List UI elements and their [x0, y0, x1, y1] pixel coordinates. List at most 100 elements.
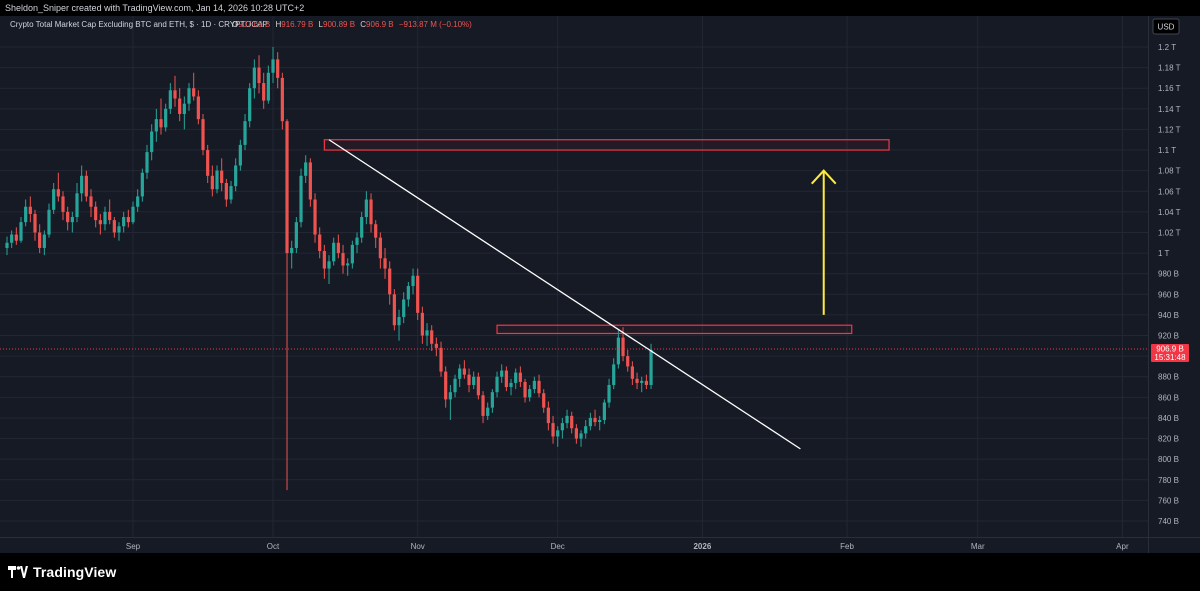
chart-legend: Crypto Total Market Cap Excluding BTC an… [10, 20, 472, 29]
candle [33, 209, 37, 241]
candle [187, 83, 191, 111]
x-tick-label: Mar [971, 542, 985, 551]
candle [528, 384, 532, 402]
legend-high-label: H [276, 20, 282, 29]
candle [280, 72, 284, 130]
resistance-zone[interactable] [323, 139, 890, 151]
chart-panel[interactable]: 1.2 T 1.18 T 1.16 T 1.14 T 1.12 T 1.1 T 1.08 T… [0, 16, 1200, 553]
legend-close: 906.9 B [366, 20, 394, 29]
candle [523, 378, 527, 403]
countdown-timer: 15:31:48 [1154, 353, 1186, 362]
candle [229, 180, 233, 204]
y-tick-label: 740 B [1158, 517, 1179, 526]
candle [224, 178, 228, 207]
price-chart[interactable]: 1.2 T 1.18 T 1.16 T 1.14 T 1.12 T 1.1 T 1.08 T… [0, 16, 1200, 553]
x-tick-label: Dec [551, 542, 565, 551]
candle [593, 409, 597, 427]
y-tick-label: 1.16 T [1158, 84, 1181, 93]
candle [313, 193, 317, 243]
y-tick-label: 1.08 T [1158, 167, 1181, 176]
candle [341, 244, 345, 274]
candle [598, 415, 602, 431]
candle [612, 358, 616, 390]
y-tick-label: 820 B [1158, 435, 1179, 444]
candle [196, 90, 200, 125]
price-axis[interactable]: 1.2 T 1.18 T 1.16 T 1.14 T 1.12 T 1.1 T 1.08 T… [1148, 16, 1181, 553]
candle [537, 374, 541, 398]
candle [476, 372, 480, 400]
y-tick-label: 1.18 T [1158, 64, 1181, 73]
candle [350, 240, 354, 269]
candle [243, 113, 247, 151]
candle [140, 168, 144, 202]
currency-label: USD [1158, 23, 1175, 32]
legend-high: 916.79 B [281, 20, 313, 29]
candle [159, 98, 163, 135]
candle [285, 119, 289, 491]
candle [248, 83, 252, 128]
legend-low: 900.89 B [323, 20, 355, 29]
y-tick-label: 1.06 T [1158, 187, 1181, 196]
legend-title: Crypto Total Market Cap Excluding BTC an… [10, 20, 268, 29]
currency-button[interactable]: USD [1152, 18, 1180, 35]
brand-name: TradingView [33, 564, 117, 580]
y-tick-label: 1.14 T [1158, 105, 1181, 114]
candle [42, 230, 46, 256]
tradingview-logo[interactable]: TradingView [8, 564, 116, 580]
grid [0, 16, 1148, 537]
candle [462, 360, 466, 379]
candle [509, 378, 513, 396]
candle [420, 306, 424, 344]
candle [168, 83, 172, 114]
attribution-bar: Sheldon_Sniper created with TradingView.… [0, 0, 1200, 16]
x-tick-label: 2026 [693, 542, 711, 551]
legend-low-label: L [319, 20, 324, 29]
x-tick-label: Oct [267, 542, 280, 551]
candle [24, 199, 28, 227]
candle [210, 165, 214, 197]
trendline[interactable] [328, 139, 801, 450]
candle [640, 376, 644, 393]
y-tick-label: 800 B [1158, 455, 1179, 464]
candle [355, 232, 359, 254]
y-tick-label: 1.04 T [1158, 208, 1181, 217]
candle [47, 203, 51, 238]
candle [294, 217, 298, 254]
legend-open-label: O [232, 20, 238, 29]
x-tick-label: Apr [1116, 542, 1129, 551]
candle [383, 247, 387, 279]
last-price-value: 906.9 B [1156, 345, 1184, 354]
candle [346, 258, 350, 276]
target-arrow[interactable] [810, 169, 837, 315]
candle [10, 230, 14, 248]
candle [89, 189, 93, 218]
y-tick-label: 840 B [1158, 414, 1179, 423]
candle [458, 364, 462, 388]
candle [112, 217, 116, 238]
last-price-label: 906.9 B 15:31:48 [1151, 344, 1189, 363]
legend-open: 907.69 B [238, 20, 270, 29]
candle [164, 103, 168, 132]
candle [448, 384, 452, 421]
candle [486, 402, 490, 421]
candle [238, 139, 242, 171]
candle [579, 430, 583, 447]
legend-ohlc: O907.69 B H916.79 B L900.89 B C906.9 B −… [232, 20, 472, 29]
y-tick-label: 940 B [1158, 311, 1179, 320]
candle [602, 399, 606, 425]
candle [406, 281, 410, 307]
candle [490, 389, 494, 413]
candles [5, 47, 653, 491]
candle [453, 374, 457, 398]
candle [607, 378, 611, 408]
candle [411, 268, 415, 295]
candle [70, 211, 74, 233]
time-axis[interactable]: Sep Oct Nov Dec 2026 Feb Mar Apr [0, 537, 1200, 552]
candle [136, 189, 140, 212]
candle [542, 389, 546, 413]
y-tick-label: 1.1 T [1158, 146, 1176, 155]
candle [327, 255, 331, 284]
candle [434, 337, 438, 357]
resistance-zone[interactable] [496, 324, 853, 335]
y-tick-label: 860 B [1158, 393, 1179, 402]
